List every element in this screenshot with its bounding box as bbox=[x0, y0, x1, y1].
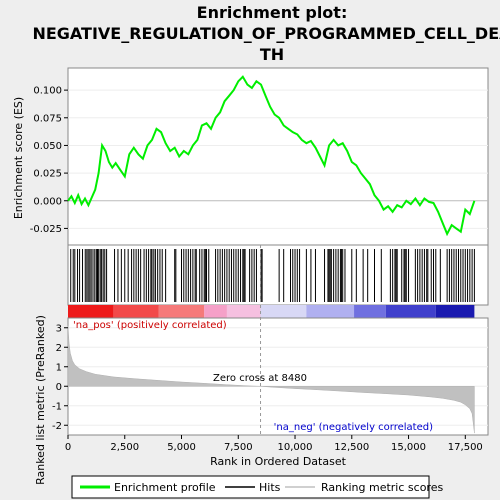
x-ticks: 0 2,500 5,000 7,500 10,000 12,500 15,000 17,500 bbox=[65, 435, 483, 453]
metric-y-tick-label: -2 bbox=[52, 421, 62, 432]
metric-y-tick-label: 1 bbox=[56, 362, 62, 373]
enrichment-profile-line bbox=[67, 75, 476, 237]
neg-label: 'na_neg' (negatively correlated) bbox=[274, 422, 433, 433]
es-y-tick-label: 0.100 bbox=[33, 86, 62, 97]
rank-bar-segment bbox=[354, 305, 386, 318]
rank-bar-segment bbox=[226, 305, 261, 318]
metric-y-ticks: -2 -1 0 1 2 3 bbox=[52, 323, 68, 432]
hits-marks bbox=[70, 249, 475, 302]
legend-label-metric: Ranking metric scores bbox=[321, 481, 443, 494]
x-tick-label: 17,500 bbox=[448, 442, 483, 453]
rank-bar-segment bbox=[385, 305, 436, 318]
es-y-axis-label: Enrichment score (ES) bbox=[12, 97, 25, 219]
metric-y-tick-label: 0 bbox=[56, 382, 62, 393]
legend: Enrichment profile Hits Ranking metric s… bbox=[71, 475, 443, 499]
es-y-tick-label: 0.050 bbox=[33, 141, 62, 152]
chart-title-line3: TH bbox=[260, 45, 284, 64]
rank-bar-segment bbox=[68, 305, 114, 318]
x-tick-label: 5,000 bbox=[167, 442, 196, 453]
hits-panel-frame bbox=[67, 244, 489, 306]
legend-label-enrichment: Enrichment profile bbox=[114, 481, 216, 494]
x-tick-label: 2,500 bbox=[110, 442, 139, 453]
metric-panel-frame bbox=[67, 317, 489, 436]
chart-title-line2: NEGATIVE_REGULATION_OF_PROGRAMMED_CELL_D… bbox=[32, 24, 500, 43]
rank-bar-segment bbox=[435, 305, 475, 318]
es-y-tick-label: -0.025 bbox=[30, 224, 62, 235]
es-y-tick-label: 0.000 bbox=[33, 196, 62, 207]
pos-label: 'na_pos' (positively correlated) bbox=[73, 320, 227, 331]
ranking-metric-area bbox=[67, 325, 475, 434]
x-tick-label: 15,000 bbox=[391, 442, 426, 453]
rank-bar-segment bbox=[306, 305, 355, 318]
zero-cross-label: Zero cross at 8480 bbox=[213, 373, 307, 384]
rank-bar-segment bbox=[204, 305, 227, 318]
chart-title-line1: Enrichment plot: bbox=[197, 3, 348, 22]
x-tick-label: 7,500 bbox=[224, 442, 253, 453]
metric-y-tick-label: 2 bbox=[56, 343, 62, 354]
rank-color-bar bbox=[68, 305, 475, 318]
es-y-ticks: -0.025 0.000 0.025 0.050 0.075 0.100 bbox=[30, 86, 68, 235]
metric-y-tick-label: -1 bbox=[52, 401, 62, 412]
metric-y-tick-label: 3 bbox=[56, 323, 62, 334]
es-y-tick-label: 0.075 bbox=[33, 113, 62, 124]
x-tick-label: 12,500 bbox=[334, 442, 369, 453]
rank-bar-segment bbox=[158, 305, 205, 318]
x-tick-label: 0 bbox=[65, 442, 71, 453]
metric-y-axis-label: Ranked list metric (PreRanked) bbox=[34, 315, 47, 485]
rank-bar-segment bbox=[260, 305, 307, 318]
legend-label-hits: Hits bbox=[259, 481, 281, 494]
es-panel-frame bbox=[67, 67, 489, 246]
x-tick-label: 10,000 bbox=[278, 442, 313, 453]
rank-bar-segment bbox=[113, 305, 159, 318]
x-axis-label: Rank in Ordered Dataset bbox=[210, 455, 347, 468]
es-y-tick-label: 0.025 bbox=[33, 169, 62, 180]
